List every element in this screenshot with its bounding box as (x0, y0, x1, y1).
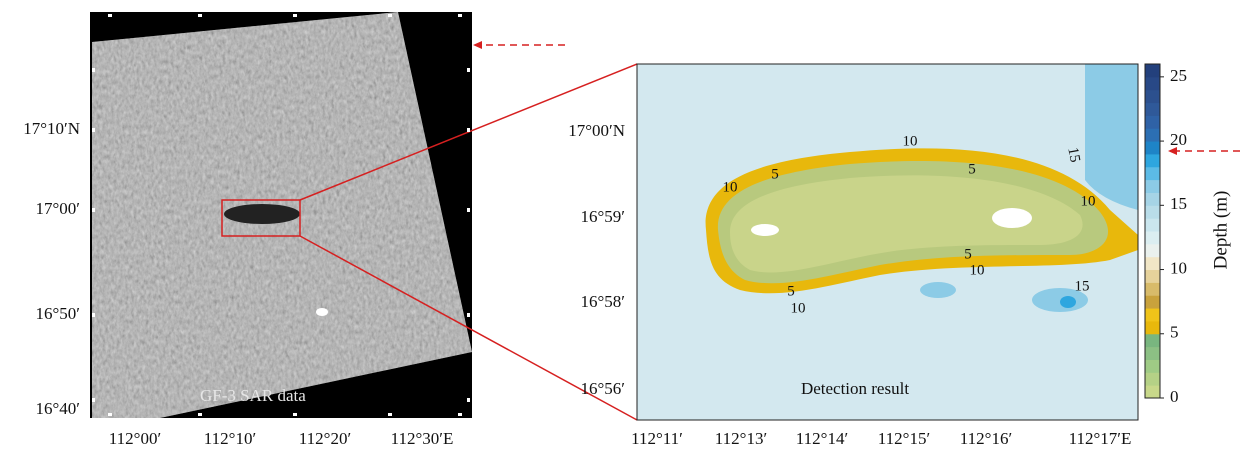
colorbar-band (1145, 128, 1160, 141)
contour-label: 10 (1081, 193, 1096, 209)
colorbar-band (1145, 115, 1160, 128)
tick (108, 413, 112, 416)
y-tick-label: 16°40′ (35, 399, 80, 418)
figure: GF-3 SAR data Detection result 10 5 10 5… (0, 0, 1246, 452)
tick (467, 208, 470, 212)
colorbar-band (1145, 347, 1160, 360)
colorbar-band (1145, 257, 1160, 270)
tick (388, 14, 392, 17)
x-tick-label: 112°20′ (299, 429, 351, 448)
depth-map (637, 64, 1138, 420)
x-tick-label: 112°13′ (715, 429, 767, 448)
colorbar-band (1145, 103, 1160, 116)
tick (467, 313, 470, 317)
colorbar-tick-label: 15 (1170, 194, 1187, 213)
y-tick-label: 17°00′N (568, 121, 625, 140)
tick (467, 398, 470, 402)
tick (467, 128, 470, 132)
contour-label: 15 (1075, 278, 1090, 294)
colorbar-label: Depth (m) (1210, 191, 1231, 270)
colorbar-band (1145, 77, 1160, 90)
colorbar-band (1145, 308, 1160, 321)
contour-label: 10 (791, 300, 806, 316)
y-tick-label: 17°10′N (23, 119, 80, 138)
x-tick-label: 112°00′ (109, 429, 161, 448)
colorbar-tick-label: 25 (1170, 66, 1187, 85)
y-tick-label: 16°50′ (35, 304, 80, 323)
colorbar-band (1145, 334, 1160, 347)
tick (458, 413, 462, 416)
tick (92, 313, 95, 317)
tick (198, 413, 202, 416)
tick (388, 413, 392, 416)
y-tick-label: 16°59′ (580, 207, 625, 226)
colorbar-band (1145, 154, 1160, 167)
tick (467, 68, 470, 72)
colorbar-band (1145, 270, 1160, 283)
annotation: Detection result (801, 379, 909, 398)
colorbar-tick-label: 20 (1170, 130, 1187, 149)
y-tick-label: 17°00′ (35, 199, 80, 218)
x-tick-label: 112°17′E (1069, 429, 1132, 448)
tick (92, 128, 95, 132)
colorbar-band (1145, 359, 1160, 372)
x-tick-label: 112°14′ (796, 429, 848, 448)
contour-label: 5 (968, 161, 976, 177)
colorbar-band (1145, 167, 1160, 180)
colorbar-band (1145, 295, 1160, 308)
tick (198, 14, 202, 17)
contour-label: 10 (723, 179, 738, 195)
tick (293, 413, 297, 416)
colorbar-band (1145, 385, 1160, 398)
colorbar-band (1145, 180, 1160, 193)
contour-label: 5 (771, 166, 779, 182)
x-tick-label: 112°16′ (960, 429, 1012, 448)
annotation: GF-3 SAR data (200, 386, 306, 405)
colorbar-band (1145, 205, 1160, 218)
y-tick-label: 16°58′ (580, 292, 625, 311)
x-tick-label: 112°10′ (204, 429, 256, 448)
colorbar-band (1145, 282, 1160, 295)
contour-label: 10 (903, 133, 918, 149)
colorbar-band (1145, 192, 1160, 205)
x-tick-label: 112°15′ (878, 429, 930, 448)
colorbar-band (1145, 218, 1160, 231)
y-tick-label: 16°56′ (580, 379, 625, 398)
contour-label: 5 (964, 246, 972, 262)
colorbar-band (1145, 231, 1160, 244)
colorbar-band (1145, 141, 1160, 154)
tick (92, 208, 95, 212)
tick (92, 68, 95, 72)
colorbar-tick-label: 5 (1170, 323, 1179, 342)
contour-label: 15 (1064, 146, 1082, 164)
x-tick-label: 112°11′ (631, 429, 683, 448)
colorbar-tick-label: 10 (1170, 258, 1187, 277)
tick (108, 14, 112, 17)
x-tick-label: 112°30′E (391, 429, 454, 448)
colorbar-band (1145, 64, 1160, 77)
colorbar-band (1145, 244, 1160, 257)
colorbar-band (1145, 321, 1160, 334)
colorbar-tick-label: 0 (1170, 387, 1179, 406)
arrow-head (473, 41, 482, 49)
tick (293, 14, 297, 17)
tick (92, 398, 95, 402)
colorbar-band (1145, 372, 1160, 385)
contour-label: 5 (787, 283, 795, 299)
colorbar-band (1145, 90, 1160, 103)
contour-label: 10 (970, 262, 985, 278)
tick (458, 14, 462, 17)
